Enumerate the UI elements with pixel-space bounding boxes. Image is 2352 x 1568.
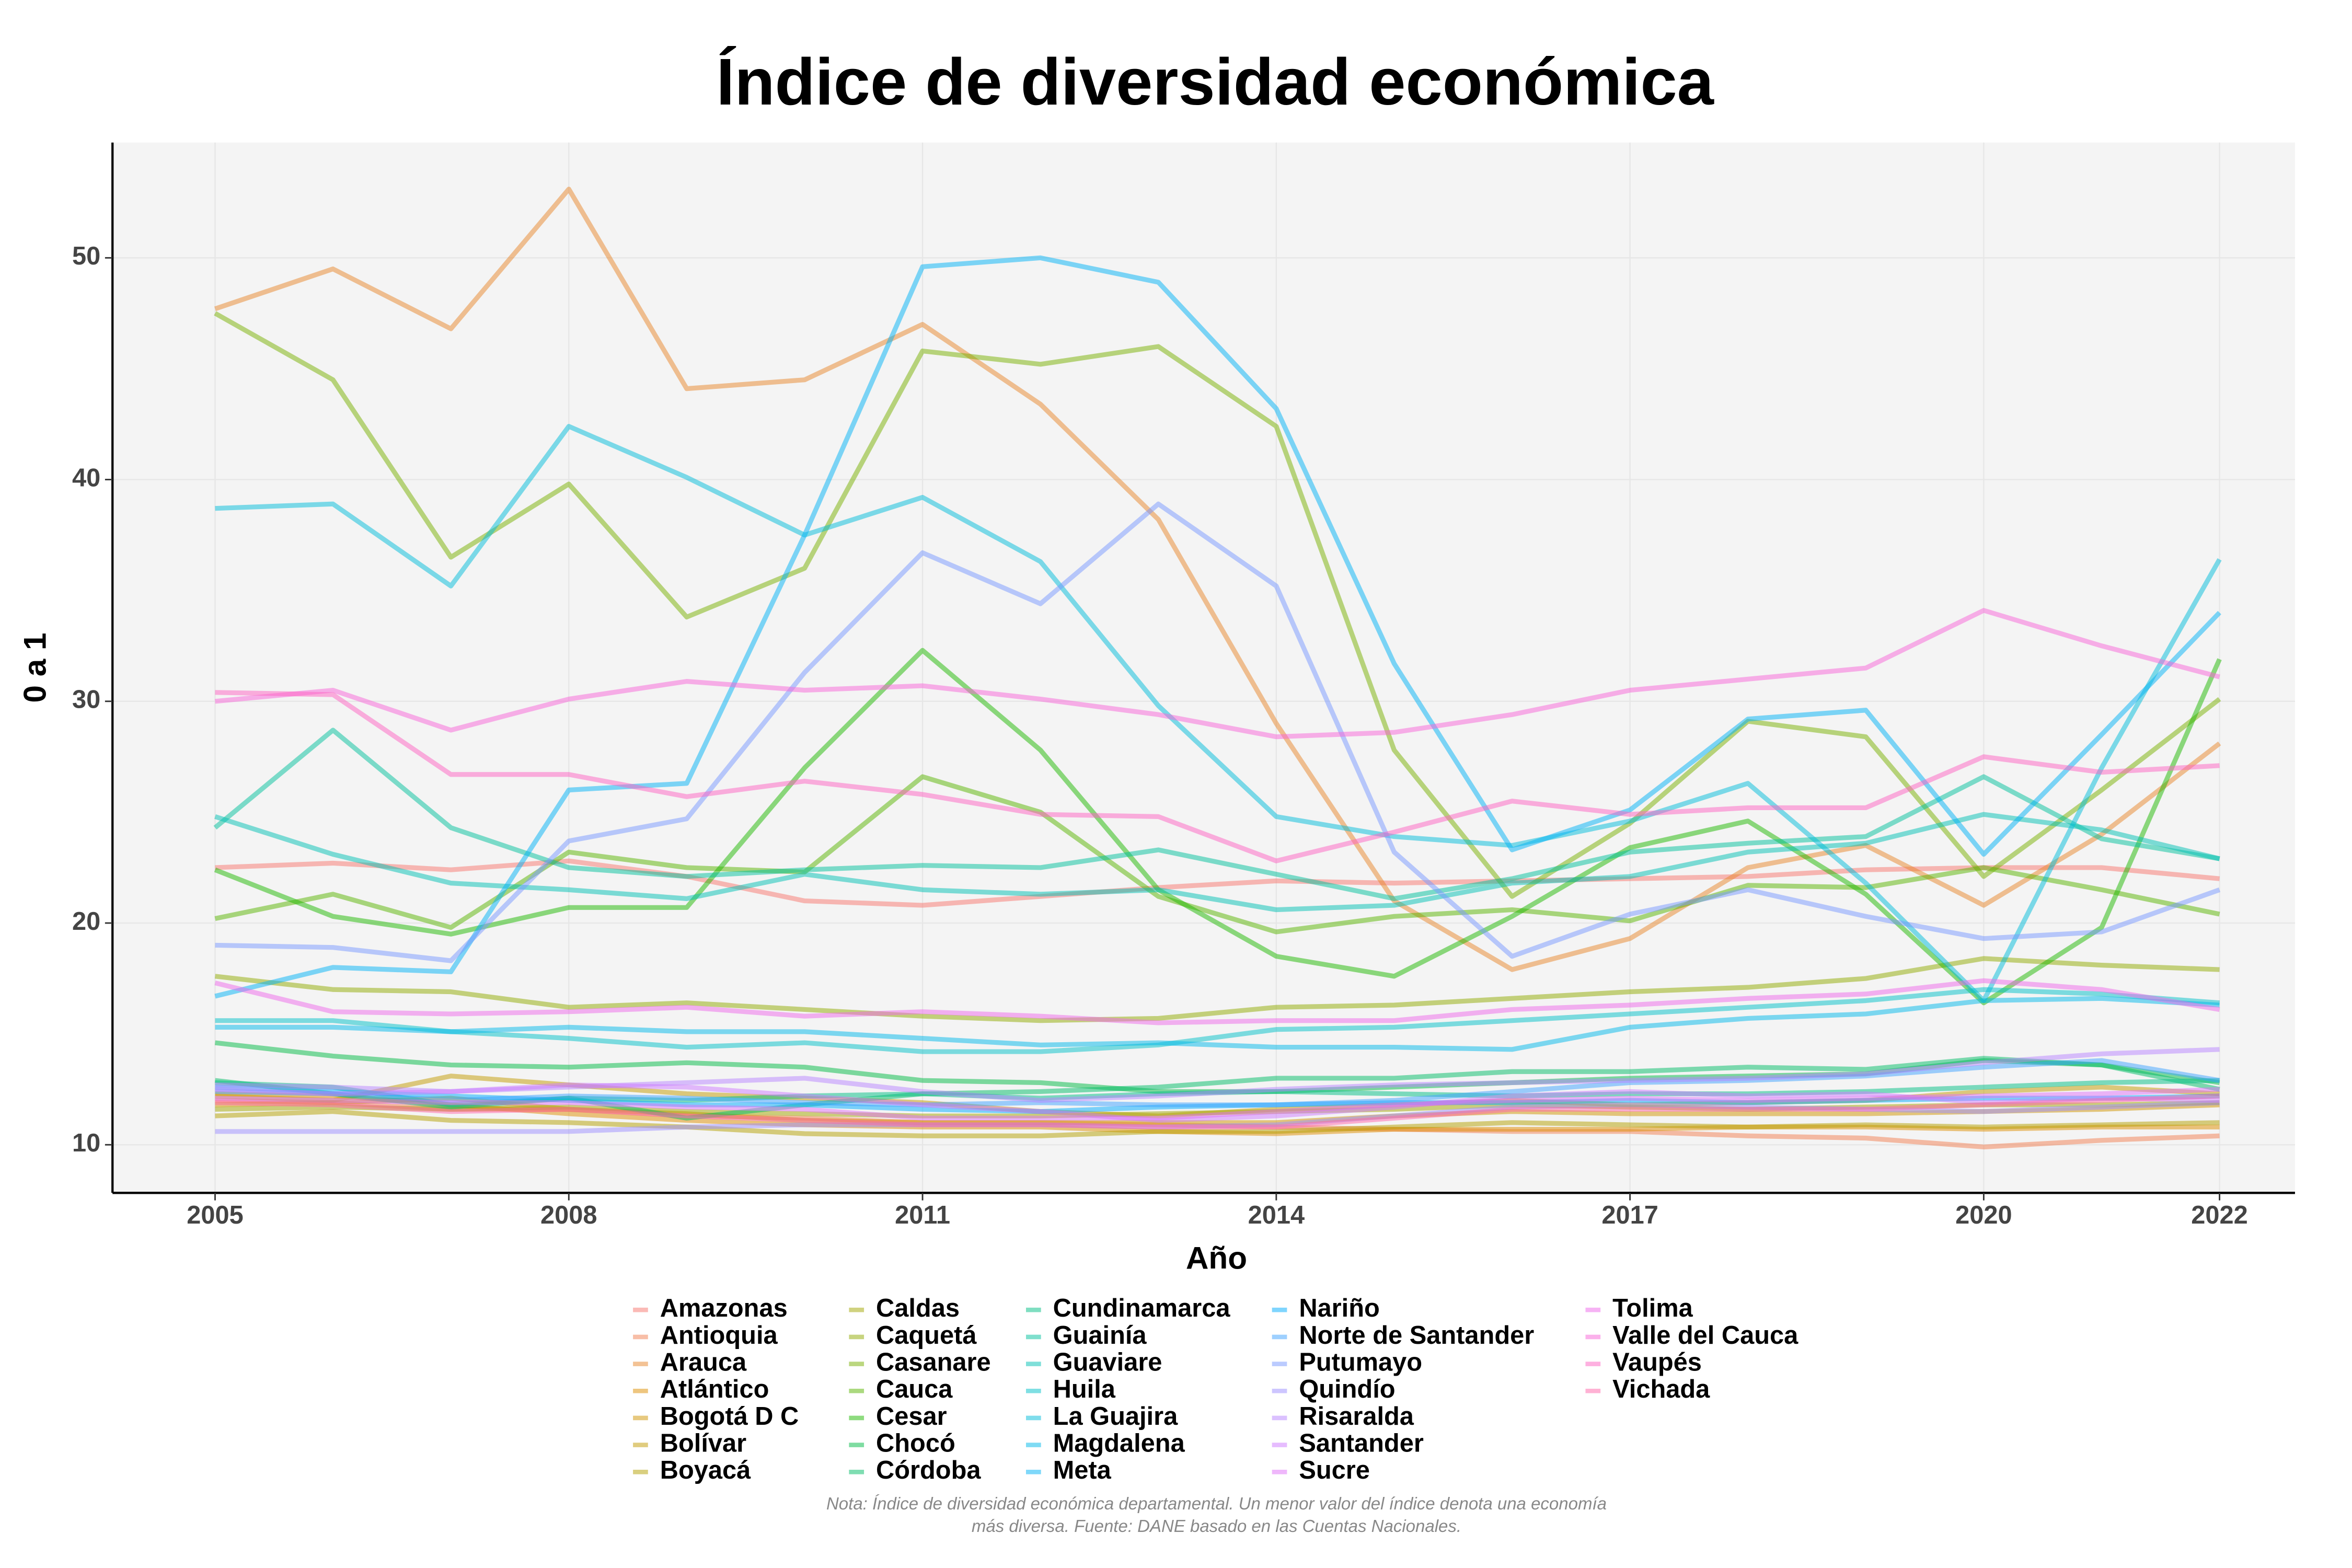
series-line bbox=[215, 1093, 2220, 1129]
series-line bbox=[215, 1058, 2220, 1108]
series-line bbox=[214, 255, 2221, 999]
legend-label: Casanare bbox=[876, 1348, 991, 1376]
x-tick-label: 2022 bbox=[2191, 1201, 2248, 1229]
series-line bbox=[215, 1087, 2220, 1121]
legend-label: Cauca bbox=[876, 1375, 953, 1403]
series-line bbox=[215, 424, 2222, 1004]
y-tick-label: 30 bbox=[72, 686, 100, 714]
series-line bbox=[215, 956, 2220, 1023]
x-axis-title: Año bbox=[1186, 1240, 1247, 1275]
chart-title: Índice de diversidad económica bbox=[716, 45, 1714, 119]
grid bbox=[112, 142, 2295, 1193]
legend-label: Guainía bbox=[1053, 1321, 1147, 1350]
legend-label: Antioquia bbox=[660, 1321, 778, 1350]
legend-label: Guaviare bbox=[1053, 1348, 1162, 1376]
y-tick-label: 10 bbox=[72, 1129, 100, 1157]
legend-label: Sucre bbox=[1299, 1456, 1370, 1484]
note: más diversa. Fuente: DANE basado en las … bbox=[972, 1516, 1461, 1536]
y-tick-label: 50 bbox=[72, 242, 100, 270]
plot-panel bbox=[112, 142, 2295, 1193]
series-line bbox=[215, 1082, 2220, 1123]
series-line bbox=[215, 501, 2221, 963]
legend-label: Huila bbox=[1053, 1375, 1116, 1403]
legend-label: Vichada bbox=[1612, 1375, 1710, 1403]
x-tick-label: 2008 bbox=[540, 1201, 597, 1229]
legend-label: Risaralda bbox=[1299, 1402, 1414, 1431]
legend-label: Chocó bbox=[876, 1429, 955, 1457]
legend-label: Valle del Cauca bbox=[1612, 1321, 1798, 1350]
legend-label: Atlántico bbox=[660, 1375, 769, 1403]
series-line bbox=[215, 996, 2220, 1052]
x-tick-label: 2014 bbox=[1248, 1201, 1305, 1229]
legend-label: Quindío bbox=[1299, 1375, 1395, 1403]
series-line bbox=[215, 608, 2220, 740]
series-line bbox=[214, 774, 2220, 935]
y-tick-label: 40 bbox=[72, 464, 100, 492]
lines bbox=[213, 187, 2222, 1150]
legend-label: Norte de Santander bbox=[1299, 1321, 1534, 1350]
x-tick-label: 2011 bbox=[895, 1201, 950, 1229]
legend-label: Bolívar bbox=[660, 1429, 746, 1457]
series-line bbox=[214, 311, 2221, 899]
series-line bbox=[215, 1109, 2220, 1138]
note: Nota: Índice de diversidad económica dep… bbox=[826, 1494, 1607, 1513]
legend-label: Meta bbox=[1053, 1456, 1112, 1484]
legend-label: Vaupés bbox=[1612, 1348, 1702, 1376]
legend-label: Putumayo bbox=[1299, 1348, 1422, 1376]
series-line bbox=[214, 648, 2222, 1006]
legend-label: Caldas bbox=[876, 1294, 960, 1322]
x-tick-label: 2017 bbox=[1601, 1201, 1658, 1229]
legend-label: Nariño bbox=[1299, 1294, 1379, 1322]
series-line bbox=[214, 978, 2220, 1025]
legend-label: Amazonas bbox=[660, 1294, 788, 1322]
y-axis-title: 0 a 1 bbox=[17, 632, 53, 702]
legend-label: Bogotá D C bbox=[660, 1402, 799, 1431]
series-line bbox=[214, 187, 2221, 972]
series-line bbox=[214, 812, 2220, 913]
legend-label: Santander bbox=[1299, 1429, 1424, 1457]
y-tick-label: 20 bbox=[72, 907, 100, 936]
legend-label: Boyacá bbox=[660, 1456, 751, 1484]
series-line bbox=[215, 690, 2220, 863]
ticks: 10 20 30 40 50 2005 2008 2011 2014 2017 2020 2022 bbox=[72, 242, 2248, 1229]
series-line bbox=[215, 987, 2220, 1054]
legend-label: Arauca bbox=[660, 1348, 747, 1376]
legend-label: Tolima bbox=[1612, 1294, 1693, 1322]
x-tick-label: 2005 bbox=[187, 1201, 244, 1229]
legend-label: La Guajira bbox=[1053, 1402, 1178, 1431]
legend-label: Córdoba bbox=[876, 1456, 981, 1484]
legend-label: Cesar bbox=[876, 1402, 947, 1431]
legend-label: Caquetá bbox=[876, 1321, 977, 1350]
legend-label: Magdalena bbox=[1053, 1429, 1185, 1457]
legend-label: Cundinamarca bbox=[1053, 1294, 1231, 1322]
x-tick-label: 2020 bbox=[1955, 1201, 2012, 1229]
